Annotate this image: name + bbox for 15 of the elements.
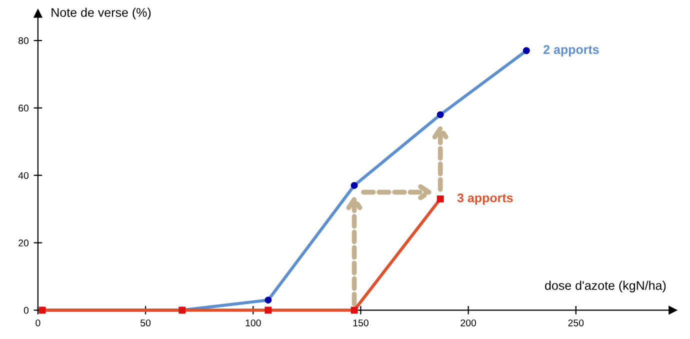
x-tick-label: 100 [246,319,261,326]
x-tick-label: 50 [140,319,151,326]
x-tick-label: 0 [36,319,40,326]
y-tick-label: 0 [24,306,29,314]
series-label: 2 apports [544,45,599,56]
y-tick-label: 40 [18,172,29,179]
x-tick-label: 200 [460,319,476,326]
x-tick-label: 150 [353,319,368,326]
x-tick-label: 250 [568,319,584,326]
y-tick-label: 20 [18,240,29,246]
series-label: 3 apports [457,193,513,205]
x-axis-title: dose d'azote (kgN/ha) [545,280,666,292]
y-axis-title: Note de verse (%) [52,8,151,20]
y-tick-label: 80 [18,37,29,44]
y-tick-label: 60 [18,104,29,112]
